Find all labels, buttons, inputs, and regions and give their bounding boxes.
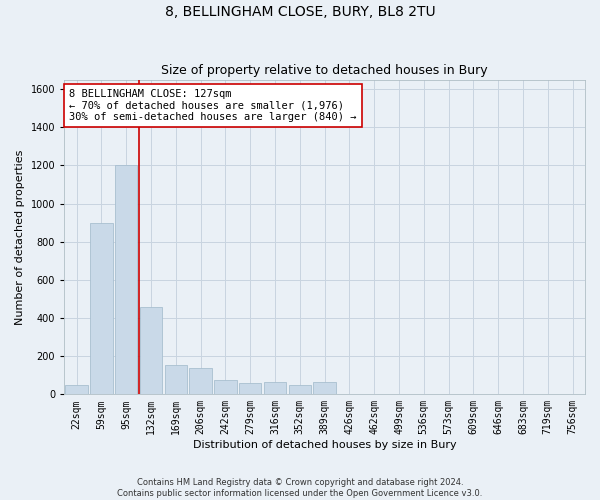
Bar xyxy=(264,382,286,394)
Bar xyxy=(164,365,187,394)
Bar xyxy=(140,306,162,394)
Bar xyxy=(65,385,88,394)
Bar xyxy=(214,380,236,394)
Bar xyxy=(313,382,336,394)
Bar xyxy=(289,385,311,394)
Text: 8 BELLINGHAM CLOSE: 127sqm
← 70% of detached houses are smaller (1,976)
30% of s: 8 BELLINGHAM CLOSE: 127sqm ← 70% of deta… xyxy=(70,89,357,122)
Y-axis label: Number of detached properties: Number of detached properties xyxy=(15,150,25,324)
X-axis label: Distribution of detached houses by size in Bury: Distribution of detached houses by size … xyxy=(193,440,457,450)
Text: Contains HM Land Registry data © Crown copyright and database right 2024.
Contai: Contains HM Land Registry data © Crown c… xyxy=(118,478,482,498)
Bar xyxy=(190,368,212,394)
Bar xyxy=(239,383,262,394)
Title: Size of property relative to detached houses in Bury: Size of property relative to detached ho… xyxy=(161,64,488,77)
Bar xyxy=(90,222,113,394)
Bar xyxy=(115,166,137,394)
Text: 8, BELLINGHAM CLOSE, BURY, BL8 2TU: 8, BELLINGHAM CLOSE, BURY, BL8 2TU xyxy=(164,5,436,19)
